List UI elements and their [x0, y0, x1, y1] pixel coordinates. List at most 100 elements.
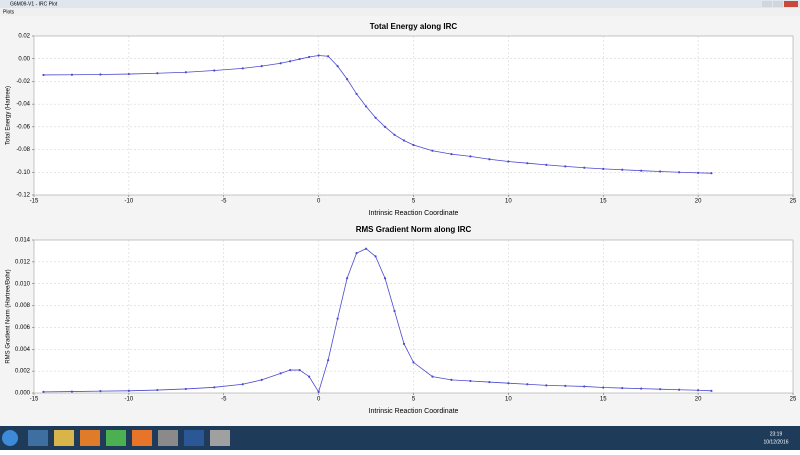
x-tick-label: -10 [125, 397, 134, 403]
data-point [308, 55, 311, 59]
x-tick-label: -5 [221, 397, 227, 403]
y-tick-label: 0.012 [15, 259, 31, 265]
menu-item[interactable]: Plots [3, 9, 15, 15]
data-point [710, 389, 713, 392]
data-point [710, 172, 713, 175]
taskbar-icon[interactable] [80, 430, 100, 446]
y-tick-label: -0.02 [16, 79, 30, 85]
data-point [317, 54, 320, 57]
data-point [697, 171, 700, 174]
data-point [156, 72, 159, 75]
taskbar-icon[interactable] [106, 430, 126, 446]
y-tick-label: 0.006 [15, 325, 31, 331]
menu-bar [0, 8, 800, 16]
data-point [659, 388, 662, 391]
data-point [317, 390, 320, 394]
data-point [364, 247, 368, 250]
data-point [260, 378, 263, 381]
x-tick-label: -10 [125, 199, 134, 205]
minimize-button[interactable] [762, 1, 772, 7]
y-tick-label: 0.002 [15, 369, 31, 375]
x-tick-label: 10 [505, 199, 512, 205]
data-point [345, 277, 349, 280]
data-point [327, 55, 330, 58]
taskbar-icon[interactable] [210, 430, 230, 446]
taskbar-icon[interactable] [28, 430, 48, 446]
taskbar-icon[interactable] [184, 430, 204, 446]
data-point [412, 143, 415, 147]
close-button[interactable] [784, 1, 798, 7]
data-point [184, 71, 187, 74]
data-point [70, 73, 74, 76]
data-point [298, 57, 301, 61]
data-point [213, 386, 216, 389]
taskbar-icon[interactable] [132, 430, 152, 446]
data-point [564, 165, 567, 168]
data-point [383, 125, 387, 128]
maximize-button[interactable] [773, 1, 783, 7]
data-point [564, 384, 567, 387]
data-point [621, 386, 624, 390]
data-point [469, 379, 472, 383]
data-point [583, 166, 586, 169]
data-point [298, 368, 301, 372]
x-tick-label: 10 [505, 397, 512, 403]
data-point [327, 359, 330, 362]
data-point [450, 153, 453, 156]
x-tick-label: 25 [790, 199, 797, 205]
x-axis-label: Intrinsic Reaction Coordinate [369, 210, 459, 217]
data-point [640, 387, 643, 390]
data-point [336, 64, 339, 68]
y-tick-label: 0.014 [15, 238, 31, 244]
y-tick-label: -0.12 [16, 193, 30, 199]
data-point [260, 64, 263, 68]
plot-background [33, 35, 794, 196]
taskbar-icon[interactable] [158, 430, 178, 446]
clock-time: 23:19 [770, 431, 783, 437]
y-axis-label: RMS Gradient Norm (Hartree/Bohr) [6, 269, 12, 363]
data-point [583, 385, 586, 388]
data-point [99, 390, 102, 393]
y-tick-label: 0.008 [15, 303, 31, 309]
data-point [526, 383, 529, 386]
data-point [488, 158, 491, 161]
data-point [640, 169, 643, 172]
x-tick-label: 5 [412, 199, 416, 205]
x-tick-label: 25 [790, 397, 797, 403]
data-point [156, 388, 159, 392]
data-point [279, 62, 282, 65]
data-point [213, 69, 216, 72]
data-point [241, 67, 244, 70]
data-point [469, 155, 472, 158]
data-point [507, 160, 510, 163]
data-point [355, 92, 358, 96]
data-point [545, 384, 548, 387]
window-title: G6M09-V1 - IRC Plot [10, 1, 58, 7]
data-point [697, 389, 700, 392]
data-point [545, 163, 548, 167]
data-point [621, 168, 624, 171]
data-point [602, 167, 605, 170]
data-point [289, 368, 292, 372]
data-point [184, 387, 187, 391]
data-point [308, 375, 311, 378]
data-point [431, 375, 434, 378]
data-point [393, 309, 396, 313]
y-tick-label: -0.06 [16, 124, 30, 130]
data-point [450, 378, 453, 381]
data-point [402, 139, 406, 142]
start-button[interactable] [2, 430, 18, 446]
data-point [289, 60, 292, 63]
data-point [355, 252, 358, 255]
data-point [42, 390, 45, 394]
taskbar-icon[interactable] [54, 430, 74, 446]
data-point [279, 372, 282, 375]
y-tick-label: 0.00 [18, 56, 30, 62]
data-point [70, 390, 74, 393]
data-point [336, 317, 339, 320]
x-tick-label: 15 [600, 397, 607, 403]
x-tick-label: 0 [317, 397, 321, 403]
data-point [345, 78, 349, 81]
data-point [412, 361, 415, 364]
